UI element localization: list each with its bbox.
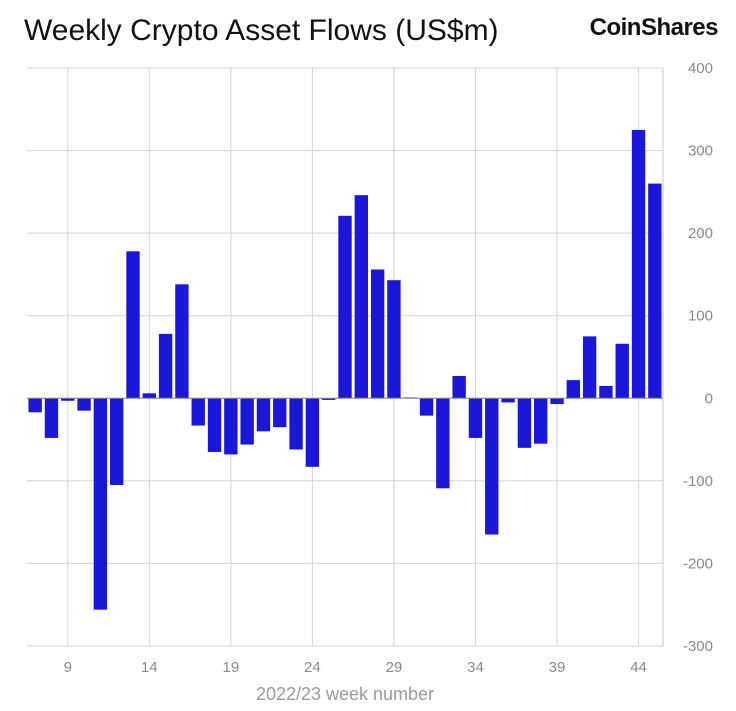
bar — [501, 398, 515, 403]
bar — [566, 380, 580, 399]
x-tick-label: 29 — [386, 659, 403, 676]
bar — [110, 398, 124, 485]
bar — [93, 398, 108, 610]
bar — [322, 398, 336, 400]
x-tick-label: 24 — [304, 659, 321, 676]
bar — [61, 398, 75, 401]
bar — [273, 398, 287, 428]
bar — [631, 129, 646, 399]
y-tick-label: 100 — [688, 308, 713, 325]
bar — [452, 375, 466, 399]
bar — [126, 251, 140, 399]
bar — [485, 398, 499, 535]
y-tick-label: -200 — [683, 555, 713, 572]
bar — [289, 398, 303, 450]
x-tick-label: 14 — [141, 659, 158, 676]
bar — [517, 398, 532, 448]
bar — [240, 398, 254, 445]
bar — [387, 280, 401, 399]
bar — [207, 398, 222, 452]
bar — [370, 269, 385, 399]
bar — [305, 398, 320, 467]
bar — [158, 333, 173, 399]
bar — [175, 284, 189, 399]
bar — [354, 195, 368, 399]
x-tick-label: 9 — [64, 659, 72, 676]
x-tick-label: 19 — [223, 659, 240, 676]
y-tick-label: -300 — [683, 638, 713, 655]
x-axis-label: 2022/23 week number — [256, 684, 434, 704]
bar — [191, 398, 205, 426]
bar — [419, 398, 434, 416]
bar — [224, 398, 238, 455]
y-tick-label: 400 — [688, 60, 713, 77]
x-tick-label: 34 — [467, 659, 484, 676]
coinshares-logo: CoinShares — [589, 14, 719, 41]
y-tick-label: 300 — [688, 143, 713, 160]
bar — [44, 398, 59, 438]
bar — [77, 398, 91, 411]
bar — [142, 393, 156, 399]
bar — [648, 183, 662, 399]
bar — [468, 398, 483, 438]
bar — [550, 398, 564, 405]
x-tick-label: 44 — [630, 659, 647, 676]
bar — [256, 398, 271, 432]
bar — [599, 385, 613, 399]
bar — [534, 398, 548, 444]
bar — [28, 398, 42, 413]
bar — [338, 215, 352, 399]
bar — [582, 336, 597, 399]
y-tick-label: -100 — [683, 473, 713, 490]
y-tick-label: 0 — [705, 390, 713, 407]
chart-title: Weekly Crypto Asset Flows (US$m) — [24, 14, 499, 47]
x-tick-label: 39 — [549, 659, 566, 676]
bar — [436, 398, 450, 489]
bar — [615, 343, 629, 399]
y-tick-label: 200 — [688, 225, 713, 242]
